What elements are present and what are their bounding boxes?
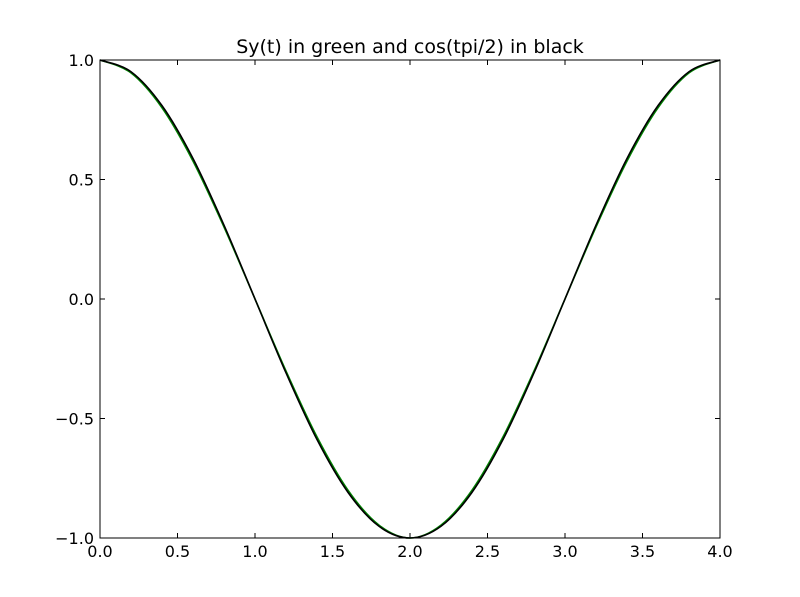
- x-tick-label: 4.0: [707, 542, 732, 561]
- plot-frame: [99, 59, 721, 539]
- y-tick-label: 0.0: [69, 290, 94, 309]
- x-tick-label: 1.5: [320, 542, 345, 561]
- y-tick-label: 0.5: [69, 171, 94, 190]
- chart-title: Sy(t) in green and cos(tpi/2) in black: [236, 36, 584, 58]
- x-tick-label: 1.0: [242, 542, 267, 561]
- x-tick-label: 3.0: [552, 542, 577, 561]
- ticks-layer: 0.0 0.5 1.0 1.5 2.0 2.5 3.0 3.5 4.0 −1.0 −0.5 0.0 0.…: [55, 51, 733, 561]
- x-tick-label: 3.5: [630, 542, 655, 561]
- x-tick-label: 0.5: [165, 542, 190, 561]
- y-tick-label: −1.0: [55, 529, 94, 548]
- plot-area: [100, 60, 720, 538]
- y-tick-label: 1.0: [69, 51, 94, 70]
- y-tick-label: −0.5: [55, 410, 94, 429]
- x-tick-label: 0.0: [87, 542, 112, 561]
- x-tick-label: 2.0: [397, 542, 422, 561]
- x-tick-label: 2.5: [475, 542, 500, 561]
